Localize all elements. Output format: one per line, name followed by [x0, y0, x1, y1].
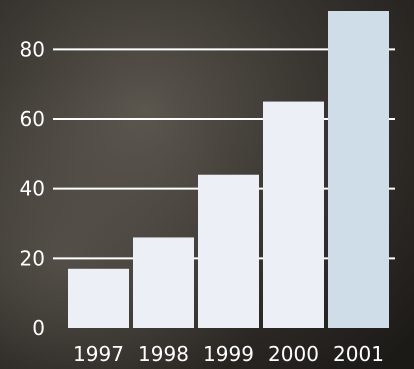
y-tick-label: 20 [20, 246, 45, 270]
bars [68, 11, 389, 328]
bar-1998 [133, 237, 194, 328]
x-tick-label: 2001 [333, 342, 384, 366]
y-axis-ticks: 0 20 40 60 80 [20, 37, 45, 340]
y-tick-label: 0 [32, 316, 45, 340]
x-axis-labels: 1997 1998 1999 2000 2001 [73, 342, 384, 366]
y-tick-label: 60 [20, 107, 45, 131]
x-tick-label: 1998 [138, 342, 189, 366]
x-tick-label: 2000 [268, 342, 319, 366]
x-tick-label: 1997 [73, 342, 124, 366]
y-tick-label: 40 [20, 177, 45, 201]
bar-1999 [198, 174, 259, 328]
y-tick-label: 80 [20, 37, 45, 61]
bar-2001 [328, 11, 389, 328]
x-tick-label: 1999 [203, 342, 254, 366]
bar-1997 [68, 268, 129, 328]
bar-2000 [263, 101, 324, 328]
